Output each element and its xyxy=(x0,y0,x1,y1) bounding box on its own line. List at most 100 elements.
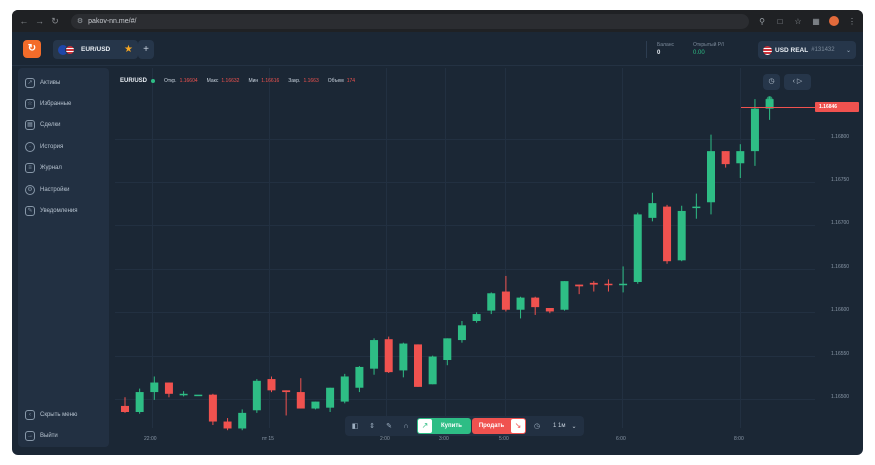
sidebar-item-label: История xyxy=(40,144,64,150)
chart-clock-icon[interactable]: ◷ xyxy=(763,74,780,90)
address-bar[interactable]: ⚙ pakov-nn.me/#/ xyxy=(70,13,750,29)
candle-body xyxy=(501,291,510,310)
bookmark-star-icon[interactable]: ☆ xyxy=(794,16,802,26)
sidebar-item-label: Сделки xyxy=(40,122,61,128)
timer-icon[interactable]: ◷ xyxy=(533,423,541,430)
candle-body xyxy=(399,343,408,371)
favorites-icon: ☆ xyxy=(25,99,35,109)
open-pnl-label: Открытый P/I xyxy=(693,42,724,48)
candle-body xyxy=(516,297,525,310)
x-tick-label: 5:00 xyxy=(499,436,509,442)
y-tick-label: 1.16700 xyxy=(831,220,850,226)
price-chart[interactable]: EUR/USD Откр. 1.16604 Макс 1.16632 Мин 1… xyxy=(115,68,863,455)
collapse-menu-button[interactable]: ‹ Скрыть меню xyxy=(25,409,77,421)
candle-body xyxy=(428,356,437,385)
balance-label: Баланс xyxy=(657,42,675,48)
candle-body xyxy=(238,412,247,429)
grid-line xyxy=(445,68,446,428)
candle-body xyxy=(677,210,686,261)
chart-legend: EUR/USD Откр. 1.16604 Макс 1.16632 Мин 1… xyxy=(120,78,355,84)
candle-body xyxy=(282,390,291,393)
logout-button[interactable]: → Выйти xyxy=(25,430,58,442)
sidebar-item-assets[interactable]: ↗ Активы xyxy=(25,77,60,89)
grid-line xyxy=(269,68,270,428)
history-icon: · xyxy=(25,142,35,152)
sidebar-item-notifications[interactable]: ✎ Уведомления xyxy=(25,205,78,217)
key-icon[interactable]: ⚲ xyxy=(759,16,765,26)
candle-body xyxy=(311,401,320,409)
chevron-down-icon[interactable]: ⌄ xyxy=(571,423,577,430)
magnet-icon[interactable]: ∩ xyxy=(403,422,409,430)
sidebar-item-label: Избранные xyxy=(40,101,72,107)
candle-body xyxy=(326,387,335,408)
candle-body xyxy=(721,151,730,165)
sell-button[interactable]: Продать ↘ xyxy=(472,418,526,434)
sidebar: ↗ Активы ☆ Избранные ▦ Сделки · История … xyxy=(18,68,109,447)
candle-body xyxy=(296,392,305,409)
trade-toolbar: ◧ ⇕ ✎ ∩ ↗ Купить Продать ↘ ◷ 1 1м ⌄ xyxy=(345,416,584,436)
back-icon[interactable]: ← xyxy=(19,16,29,26)
chart-history-nav-icon[interactable]: ‹ ▷ xyxy=(784,74,811,90)
sidebar-item-favorites[interactable]: ☆ Избранные xyxy=(25,98,71,110)
chevron-down-icon: ⌄ xyxy=(845,47,851,54)
ohlc-close-value: 1.1663 xyxy=(303,78,319,84)
reload-icon[interactable]: ↻ xyxy=(51,16,59,26)
candle-body xyxy=(765,99,774,109)
grid-line xyxy=(152,68,153,428)
grid-line xyxy=(115,399,815,400)
forward-icon[interactable]: → xyxy=(34,16,44,26)
candle-body xyxy=(355,366,364,388)
sidebar-item-settings[interactable]: ⚙ Настройки xyxy=(25,184,69,196)
journal-icon: ≡ xyxy=(25,163,35,173)
add-asset-tab-button[interactable]: + xyxy=(138,40,154,59)
candle-body xyxy=(750,108,759,152)
candle-body xyxy=(472,314,481,321)
profile-avatar[interactable] xyxy=(829,16,840,26)
asset-tab-label: EUR/USD xyxy=(81,46,111,53)
timeframe-selector[interactable]: 1 1м xyxy=(553,423,566,429)
more-icon[interactable]: ⋮ xyxy=(848,16,857,26)
candle-body xyxy=(589,282,598,285)
candle-body xyxy=(560,281,569,310)
sidebar-item-label: Настройки xyxy=(40,187,70,193)
panel-toggle-icon[interactable]: ◧ xyxy=(351,423,359,430)
ohlc-close-label: Закр. xyxy=(288,78,301,84)
candle-body xyxy=(575,284,584,287)
grid-line xyxy=(115,139,815,140)
chart-tools: ◷ ‹ ▷ xyxy=(759,74,811,90)
ohlc-open-value: 1.16604 xyxy=(179,78,198,84)
account-selector[interactable]: USD REAL #131432 ⌄ xyxy=(758,41,856,59)
grid-line xyxy=(622,68,623,428)
notifications-icon: ✎ xyxy=(25,206,35,216)
favorite-star-icon[interactable]: ★ xyxy=(124,44,133,55)
extensions-icon[interactable]: ▦ xyxy=(812,16,820,26)
candle-body xyxy=(121,405,129,412)
sidebar-item-label: Уведомления xyxy=(40,208,78,214)
x-tick-label: 8:00 xyxy=(734,436,744,442)
x-tick-label: 22:00 xyxy=(144,436,157,442)
candle-body xyxy=(692,206,701,209)
indicators-icon[interactable]: ⇕ xyxy=(369,423,375,430)
sidebar-item-journal[interactable]: ≡ Журнал xyxy=(25,162,62,174)
buy-button[interactable]: ↗ Купить xyxy=(417,418,471,434)
sidebar-item-trades[interactable]: ▦ Сделки xyxy=(25,119,60,131)
grid-line xyxy=(115,182,815,183)
candle-body xyxy=(179,393,188,396)
x-tick-label: 6:00 xyxy=(616,436,626,442)
grid-line xyxy=(115,356,815,357)
logout-icon: → xyxy=(25,431,35,441)
app-window: ← → ↻ ⚙ pakov-nn.me/#/ ⚲ □ ☆ ▦ ⋮ ↻ EUR/U… xyxy=(12,10,863,455)
grid-line xyxy=(505,68,506,428)
us-flag-icon xyxy=(763,45,772,55)
balance-value: 0 xyxy=(657,50,661,56)
site-info-icon[interactable]: ⚙ xyxy=(76,18,84,25)
share-icon[interactable]: □ xyxy=(777,16,783,26)
asset-tab[interactable]: EUR/USD ★ xyxy=(53,40,138,59)
header-divider xyxy=(646,41,647,58)
grid-line xyxy=(740,68,741,428)
sidebar-item-history[interactable]: · История xyxy=(25,141,63,153)
logo-icon[interactable]: ↻ xyxy=(23,40,41,58)
candle-body xyxy=(340,376,349,402)
y-tick-label: 1.16550 xyxy=(831,351,850,357)
drawing-pencil-icon[interactable]: ✎ xyxy=(386,423,392,430)
